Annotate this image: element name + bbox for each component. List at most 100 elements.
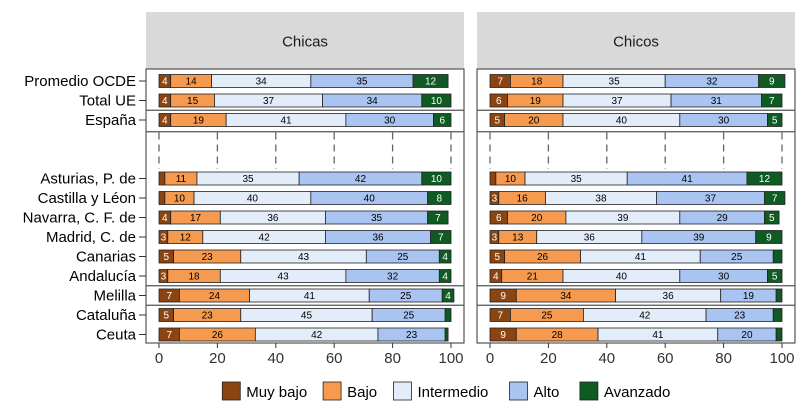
bar-value-label: 14	[186, 77, 198, 88]
bar-value-label: 9	[766, 233, 772, 244]
facet-title: Chicos	[613, 34, 659, 51]
bar-value-label: 7	[166, 291, 172, 302]
bar-value-label: 7	[497, 77, 503, 88]
x-tick-label: 20	[540, 350, 557, 367]
bar-value-label: 8	[437, 194, 443, 205]
bar-value-label: 23	[406, 330, 418, 341]
bar-value-label: 41	[280, 116, 292, 127]
row-label: Madrid, C. de	[46, 229, 136, 246]
row-label: Promedio OCDE	[24, 73, 136, 90]
bar-value-label: 5	[769, 213, 775, 224]
bar-value-label: 40	[616, 272, 628, 283]
bar-value-label: 34	[560, 291, 572, 302]
bar-value-label: 30	[718, 272, 730, 283]
bar-value-label: 37	[263, 96, 275, 107]
bar-value-label: 34	[256, 77, 268, 88]
bar-value-label: 7	[166, 330, 172, 341]
bar-value-label: 16	[517, 194, 529, 205]
bar-value-label: 43	[298, 252, 310, 263]
bar-value-label: 37	[705, 194, 717, 205]
bar-value-label: 23	[202, 252, 214, 263]
bar-value-label: 25	[403, 311, 415, 322]
row-label: Navarra, C. F. de	[23, 210, 136, 227]
bar-value-label: 4	[442, 252, 448, 263]
x-tick-label: 40	[598, 350, 615, 367]
x-tick-label: 40	[267, 350, 284, 367]
legend-item: Alto	[509, 381, 559, 401]
bar-value-label: 9	[500, 330, 506, 341]
bar-value-label: 5	[495, 116, 501, 127]
bar-value-label: 40	[616, 116, 628, 127]
bar-segment	[433, 113, 452, 127]
bar-value-label: 4	[493, 272, 499, 283]
row-label: España	[85, 112, 137, 129]
legend-swatch	[322, 381, 342, 401]
bar-value-label: 12	[425, 77, 437, 88]
bar-value-label: 35	[242, 174, 254, 185]
legend-label: Bajo	[347, 384, 377, 401]
bar-value-label: 5	[164, 311, 170, 322]
bar-segment	[767, 269, 783, 283]
bar-value-label: 41	[635, 252, 647, 263]
bar-value-label: 43	[278, 272, 290, 283]
row-label: Castilla y Léon	[38, 190, 136, 207]
bar-value-label: 20	[528, 116, 540, 127]
bar-segment	[758, 74, 786, 88]
row-labels: Promedio OCDE Total UE España Asturias, P. …	[23, 73, 146, 344]
bar-segment	[767, 113, 783, 127]
bar-segment	[158, 191, 166, 205]
bar-segment	[746, 171, 783, 186]
bar-segment	[444, 327, 449, 342]
bar-value-label: 10	[174, 194, 186, 205]
bar-value-label: 4	[445, 291, 451, 302]
bar-value-label: 39	[693, 233, 705, 244]
legend-label: Avanzado	[604, 384, 670, 401]
bar-value-label: 20	[531, 213, 543, 224]
row-label: Melilla	[93, 288, 136, 305]
bar-value-label: 4	[162, 116, 168, 127]
bar-value-label: 19	[743, 291, 755, 302]
bar-segment	[764, 191, 786, 205]
bar-value-label: 45	[301, 311, 313, 322]
bar-segment	[427, 210, 449, 225]
bar-value-label: 11	[176, 174, 187, 185]
legend-item: Avanzado	[579, 381, 670, 401]
bar-value-label: 32	[706, 77, 718, 88]
bar-value-label: 30	[718, 116, 730, 127]
bar-value-label: 4	[442, 272, 448, 283]
bar-value-label: 19	[530, 96, 542, 107]
bar-value-label: 38	[595, 194, 607, 205]
bar-value-label: 36	[663, 291, 675, 302]
bar-value-label: 3	[161, 272, 167, 283]
bar-value-label: 4	[162, 77, 168, 88]
bar-value-label: 35	[571, 174, 583, 185]
facet-title: Chicas	[282, 34, 328, 51]
legend-label: Muy bajo	[246, 384, 307, 401]
bar-segment	[427, 191, 452, 205]
bar-value-label: 10	[431, 96, 443, 107]
bar-value-label: 24	[209, 291, 221, 302]
bar-value-label: 12	[180, 233, 192, 244]
bar-value-label: 3	[161, 233, 167, 244]
legend-item: Bajo	[322, 381, 377, 401]
x-tick-label: 100	[438, 350, 463, 367]
bar-segment	[755, 230, 783, 244]
bar-value-label: 37	[611, 96, 623, 107]
bar-value-label: 35	[356, 77, 368, 88]
bar-value-label: 32	[387, 272, 399, 283]
bar-segment	[441, 288, 455, 303]
x-tick-label: 60	[326, 350, 343, 367]
legend-label: Intermedio	[418, 384, 489, 401]
bar-value-label: 25	[397, 252, 409, 263]
bar-value-label: 6	[496, 96, 502, 107]
bar-value-label: 9	[500, 291, 506, 302]
bar-value-label: 5	[772, 116, 778, 127]
bar-value-label: 4	[162, 96, 168, 107]
row-label: Ceuta	[96, 327, 137, 344]
bar-value-label: 41	[304, 291, 316, 302]
bar-value-label: 36	[267, 213, 279, 224]
bar-value-label: 4	[162, 213, 168, 224]
x-tick-label: 100	[769, 350, 794, 367]
